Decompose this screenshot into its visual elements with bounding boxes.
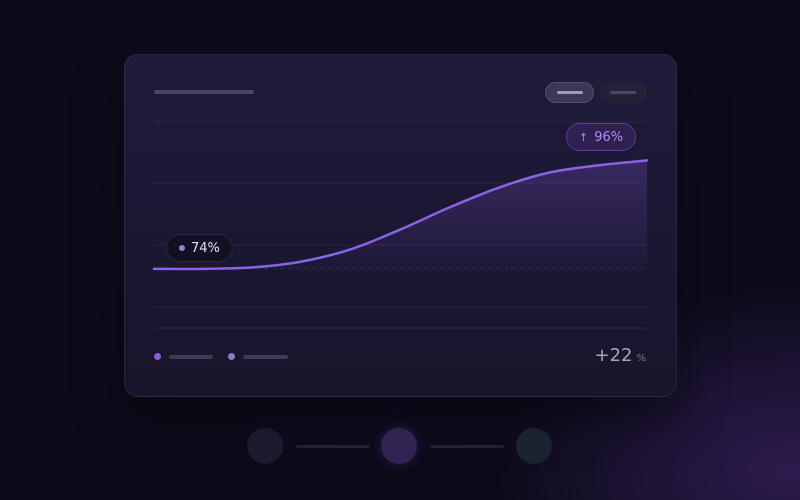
toggle-pill-inactive[interactable]: [599, 82, 647, 103]
legend-dot: [154, 353, 161, 360]
page-dot-1[interactable]: [247, 428, 283, 464]
page-dot-3[interactable]: [516, 428, 552, 464]
series-area: [154, 160, 647, 269]
toggle-pill-active[interactable]: [545, 82, 594, 103]
legend-label-placeholder: [243, 354, 288, 359]
page-connector: [296, 445, 370, 448]
change-summary: +22 %: [594, 345, 646, 366]
start-value-label: 74%: [191, 240, 220, 256]
legend-label-placeholder: [169, 354, 213, 359]
legend-item-primary[interactable]: [154, 353, 213, 360]
legend-dot: [228, 353, 235, 360]
end-value-badge: ↑ 96%: [566, 123, 637, 151]
page-dot-2-active[interactable]: [381, 428, 417, 464]
series-line: [152, 159, 649, 271]
start-value-badge: 74%: [166, 234, 233, 262]
pagination: [0, 428, 800, 466]
change-value: +22: [594, 345, 633, 366]
title-placeholder-bar: [154, 90, 254, 94]
end-value-label: 96%: [594, 129, 624, 145]
chart-card: 74% ↑ 96% +22 %: [124, 54, 677, 397]
arrow-up-icon: ↑: [579, 130, 589, 144]
line-chart: [152, 121, 649, 329]
page-connector: [430, 445, 504, 448]
change-unit: %: [636, 353, 646, 364]
dot-icon: [179, 245, 185, 251]
legend-item-secondary[interactable]: [228, 353, 288, 360]
